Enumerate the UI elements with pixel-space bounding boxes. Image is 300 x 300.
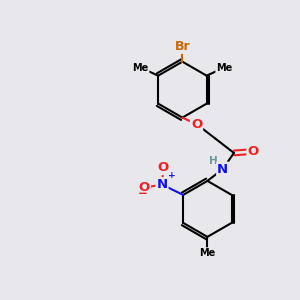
- Text: −: −: [138, 187, 148, 200]
- Text: Me: Me: [199, 248, 215, 258]
- Text: Me: Me: [132, 63, 148, 73]
- Text: N: N: [217, 163, 228, 176]
- Text: N: N: [156, 178, 168, 191]
- Text: +: +: [169, 171, 176, 180]
- Text: O: O: [139, 181, 150, 194]
- Text: O: O: [191, 118, 202, 130]
- Text: O: O: [158, 161, 169, 174]
- Text: H: H: [208, 156, 217, 166]
- Text: Me: Me: [216, 63, 232, 73]
- Text: Br: Br: [175, 40, 190, 53]
- Text: O: O: [248, 145, 259, 158]
